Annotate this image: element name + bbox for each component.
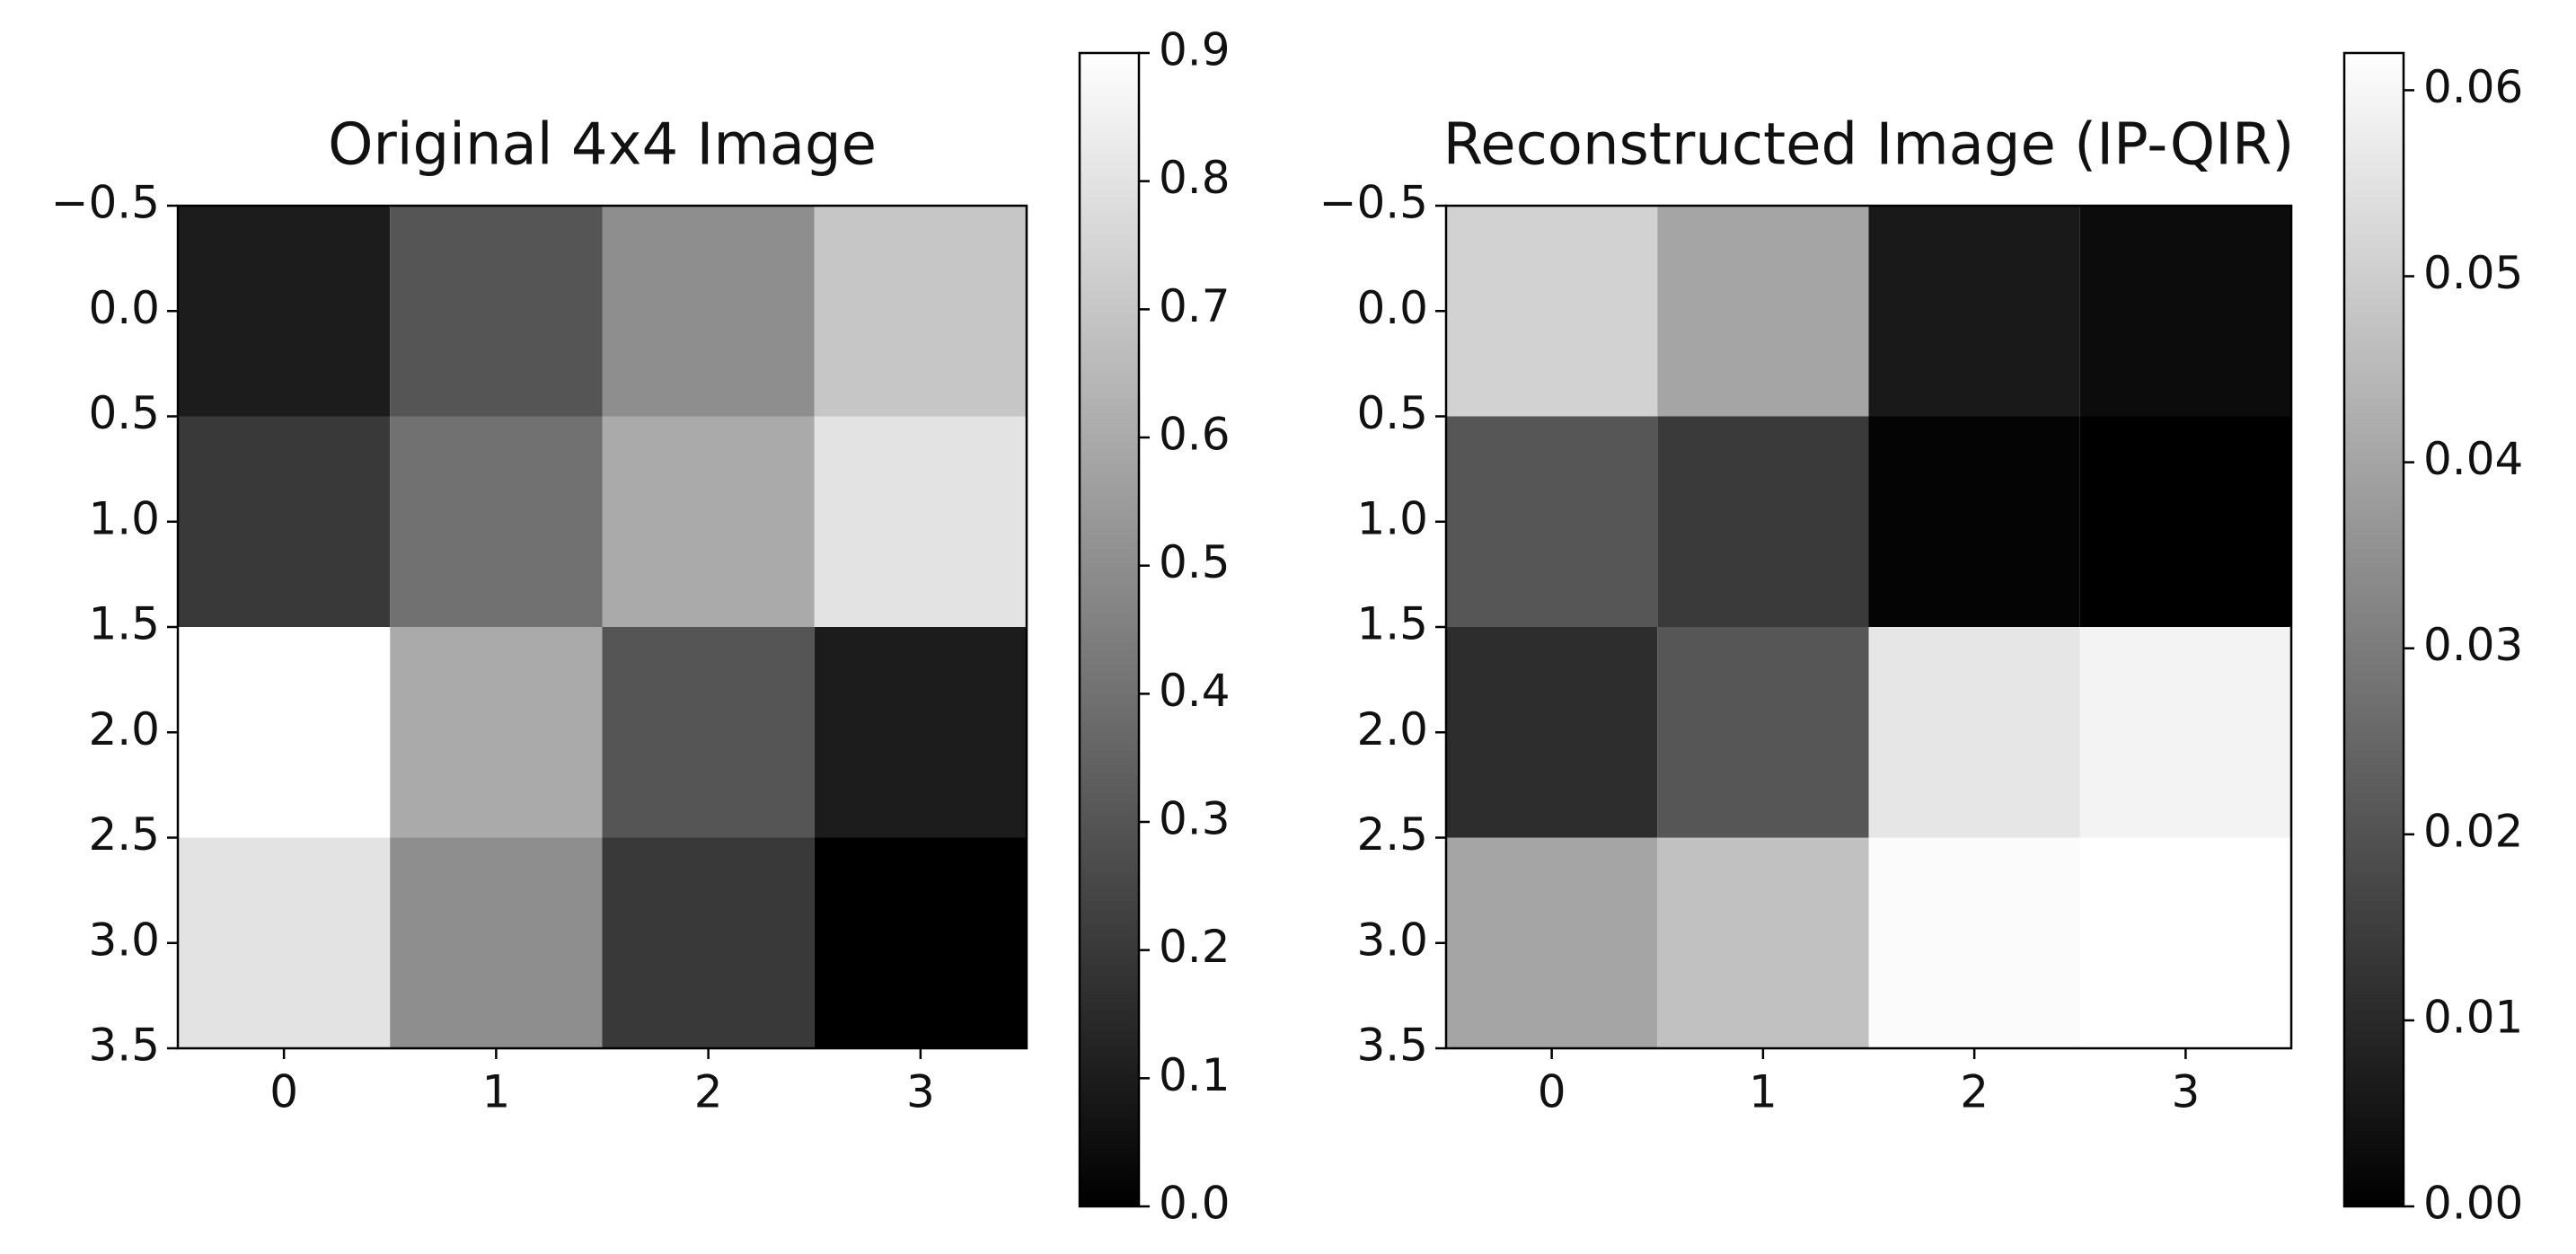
cell — [814, 206, 1027, 417]
x-tick-label: 2 — [1960, 1066, 1989, 1118]
cell — [602, 627, 815, 838]
colorbar-tick-label: 0.00 — [2423, 1178, 2523, 1230]
colorbar-tick-label: 0.6 — [1159, 409, 1231, 461]
cell — [2079, 206, 2291, 417]
colorbar — [2342, 51, 2405, 1208]
cell — [1868, 206, 2080, 417]
y-tick-label: 1.5 — [1356, 598, 1428, 650]
colorbar-tick-label: 0.06 — [2423, 61, 2523, 113]
cell — [2079, 837, 2291, 1048]
y-tick-label: 3.5 — [88, 1020, 160, 1072]
y-tick-label: 0.0 — [88, 282, 160, 334]
colorbar — [1078, 51, 1141, 1208]
cell — [390, 206, 603, 417]
y-tick-label: 2.0 — [88, 703, 160, 755]
x-tick-label: 0 — [1538, 1066, 1566, 1118]
cell — [1657, 206, 1869, 417]
cell — [814, 837, 1027, 1048]
cell — [1446, 416, 1658, 627]
cell — [178, 206, 391, 417]
y-tick-label: 0.0 — [1356, 282, 1428, 334]
cell — [1868, 416, 2080, 627]
x-tick-label: 2 — [694, 1066, 723, 1118]
cell — [1868, 627, 2080, 838]
cell — [1868, 837, 2080, 1048]
y-tick-label: −0.5 — [1319, 177, 1428, 229]
y-tick-label: 0.5 — [88, 387, 160, 439]
colorbar-tick-label: 0.1 — [1159, 1049, 1231, 1101]
colorbar-tick-label: 0.0 — [1159, 1178, 1231, 1230]
cell — [2079, 416, 2291, 627]
colorbar-tick-label: 0.8 — [1159, 152, 1231, 204]
cell — [178, 837, 391, 1048]
y-tick-label: 2.5 — [1356, 808, 1428, 861]
colorbar-tick-label: 0.02 — [2423, 805, 2523, 857]
y-tick-label: 1.0 — [88, 492, 160, 544]
cell — [178, 416, 391, 627]
y-tick-label: 2.0 — [1356, 703, 1428, 755]
colorbar-tick-label: 0.04 — [2423, 433, 2523, 485]
x-tick-label: 0 — [269, 1066, 298, 1118]
cell — [1657, 416, 1869, 627]
cell — [390, 837, 603, 1048]
colorbar-tick-label: 0.01 — [2423, 991, 2523, 1043]
cell — [390, 416, 603, 627]
colorbar-tick-label: 0.2 — [1159, 921, 1231, 973]
cell — [178, 627, 391, 838]
cell — [1446, 206, 1658, 417]
cell — [390, 627, 603, 838]
colorbar-tick-label: 0.9 — [1159, 24, 1231, 76]
chart-title: Reconstructed Image (IP-QIR) — [1443, 112, 2295, 179]
cell — [814, 627, 1027, 838]
cell — [602, 416, 815, 627]
y-tick-label: 1.5 — [88, 598, 160, 650]
y-tick-label: 2.5 — [88, 808, 160, 861]
cell — [602, 837, 815, 1048]
colorbar-tick-label: 0.4 — [1159, 665, 1231, 717]
y-tick-label: −0.5 — [51, 177, 160, 229]
chart-title: Original 4x4 Image — [328, 112, 877, 179]
cell — [1657, 627, 1869, 838]
colorbar-tick-label: 0.03 — [2423, 619, 2523, 671]
cell — [2079, 627, 2291, 838]
cell — [602, 206, 815, 417]
y-tick-label: 3.5 — [1356, 1020, 1428, 1072]
colorbar-tick-label: 0.7 — [1159, 280, 1231, 332]
x-tick-label: 3 — [906, 1066, 935, 1118]
cell — [1446, 627, 1658, 838]
y-tick-label: 3.0 — [1356, 914, 1428, 966]
cell — [1446, 837, 1658, 1048]
cell — [814, 416, 1027, 627]
colorbar-tick-label: 0.3 — [1159, 793, 1231, 845]
colorbar-tick-label: 0.05 — [2423, 247, 2523, 299]
colorbar-tick-label: 0.5 — [1159, 536, 1231, 588]
x-tick-label: 1 — [1749, 1066, 1778, 1118]
x-tick-label: 1 — [481, 1066, 510, 1118]
x-tick-label: 3 — [2171, 1066, 2200, 1118]
y-tick-label: 1.0 — [1356, 492, 1428, 544]
cell — [1657, 837, 1869, 1048]
y-tick-label: 0.5 — [1356, 387, 1428, 439]
y-tick-label: 3.0 — [88, 914, 160, 966]
